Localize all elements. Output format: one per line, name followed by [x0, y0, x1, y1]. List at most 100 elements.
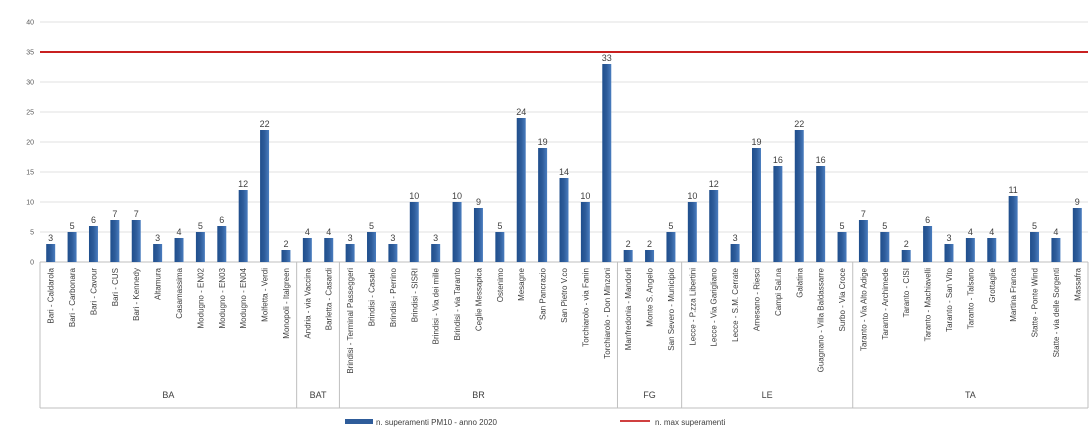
y-tick-label: 10 — [26, 200, 34, 207]
x-tick-label: Galatina — [795, 267, 804, 297]
bar — [431, 244, 441, 262]
bar — [602, 64, 612, 262]
bar — [302, 238, 312, 262]
group-label: FG — [643, 390, 656, 400]
x-tick-label: San Pietro V.co — [560, 267, 569, 322]
data-label: 6 — [925, 215, 930, 225]
data-label: 19 — [751, 137, 761, 147]
data-label: 19 — [538, 137, 548, 147]
x-tick-label: Manfredonia - Mandorli — [624, 268, 633, 350]
bar — [794, 130, 804, 262]
x-tick-label: Torchiarolo - via Fanin — [581, 268, 590, 347]
data-label: 16 — [773, 155, 783, 165]
legend-line-label: n. max superamenti — [655, 418, 725, 427]
x-tick-label: Molfetta - Verdi — [261, 268, 270, 322]
x-tick-label: Brindisi - SISRI — [410, 268, 419, 322]
x-tick-label: Monopoli - Italgreen — [282, 268, 291, 339]
x-tick-label: Guagnano - Villa Baldassarre — [817, 267, 826, 372]
bar — [174, 238, 184, 262]
x-tick-label: San Pancrazio — [539, 267, 548, 320]
bar — [1051, 238, 1061, 262]
x-tick-label: Taranto - Archimede — [881, 267, 890, 339]
bar — [687, 202, 697, 262]
x-tick-label: Modugno - EN04 — [239, 267, 248, 328]
data-label: 22 — [794, 119, 804, 129]
data-label: 2 — [904, 239, 909, 249]
data-label: 10 — [687, 191, 697, 201]
bar — [1030, 232, 1040, 262]
data-label: 11 — [1008, 185, 1017, 195]
data-label: 6 — [219, 215, 224, 225]
bar — [623, 250, 633, 262]
x-tick-label: Lecce - Via Garigliano — [710, 267, 719, 346]
bar — [238, 190, 248, 262]
bar — [645, 250, 655, 262]
bar — [987, 238, 997, 262]
data-label: 3 — [733, 233, 738, 243]
x-tick-label: Mesagne — [517, 267, 526, 300]
y-tick-label: 30 — [26, 80, 34, 87]
bar — [1008, 196, 1018, 262]
bar — [131, 220, 141, 262]
x-tick-label: Taranto - Machiavelli — [924, 268, 933, 342]
x-tick-label: Lecce - S.M. Cerrate — [731, 267, 740, 341]
bar — [923, 226, 933, 262]
bar — [195, 232, 205, 262]
y-tick-label: 35 — [26, 50, 34, 57]
x-tick-label: Brindisi - Via dei mille — [432, 267, 441, 344]
x-tick-label: Campi Sal.na — [774, 267, 783, 316]
bar — [67, 232, 77, 262]
bar — [580, 202, 590, 262]
x-tick-label: Monte S. Angelo — [646, 267, 655, 326]
bar — [388, 244, 398, 262]
data-label: 10 — [452, 191, 462, 201]
legend-bar-label: n. superamenti PM10 - anno 2020 — [376, 418, 498, 427]
bar — [46, 244, 56, 262]
bar — [816, 166, 826, 262]
group-label: BA — [162, 390, 174, 400]
x-tick-label: Brindisi - Casale — [368, 267, 377, 326]
bar — [901, 250, 911, 262]
data-label: 4 — [968, 227, 973, 237]
x-tick-label: Lecce - P.zza Libertini — [688, 268, 697, 346]
data-label: 7 — [112, 209, 117, 219]
bar — [367, 232, 377, 262]
x-tick-label: San Severo - Municipio — [667, 267, 676, 350]
data-label: 16 — [816, 155, 826, 165]
data-label: 4 — [1053, 227, 1058, 237]
x-tick-label: Grottaglie — [988, 267, 997, 302]
x-tick-label: Ostenimo — [496, 267, 505, 302]
bar — [751, 148, 761, 262]
x-tick-label: Martina Franca — [1009, 267, 1018, 321]
data-label: 3 — [390, 233, 395, 243]
x-tick-label: Taranto - CISI — [902, 268, 911, 317]
data-label: 5 — [70, 221, 75, 231]
data-label: 5 — [668, 221, 673, 231]
data-label: 4 — [326, 227, 331, 237]
data-label: 2 — [626, 239, 631, 249]
data-label: 9 — [1075, 197, 1080, 207]
x-tick-label: Brindisi - Terminal Passeggeri — [346, 268, 355, 374]
bar — [153, 244, 163, 262]
bar — [281, 250, 291, 262]
bar — [345, 244, 355, 262]
bar — [538, 148, 548, 262]
bar — [452, 202, 462, 262]
data-label: 3 — [155, 233, 160, 243]
data-label: 12 — [238, 179, 248, 189]
bar — [495, 232, 505, 262]
group-label: BAT — [310, 390, 327, 400]
data-label: 5 — [369, 221, 374, 231]
bar — [837, 232, 847, 262]
x-tick-label: Torchiarolo - Don Minzoni — [603, 268, 612, 359]
y-tick-label: 25 — [26, 110, 34, 117]
y-tick-label: 40 — [26, 20, 34, 27]
bar — [260, 130, 270, 262]
x-tick-label: Brindisi - via Taranto — [453, 267, 462, 340]
data-label: 24 — [516, 107, 526, 117]
data-label: 3 — [433, 233, 438, 243]
bar — [858, 220, 868, 262]
group-label: TA — [965, 390, 976, 400]
